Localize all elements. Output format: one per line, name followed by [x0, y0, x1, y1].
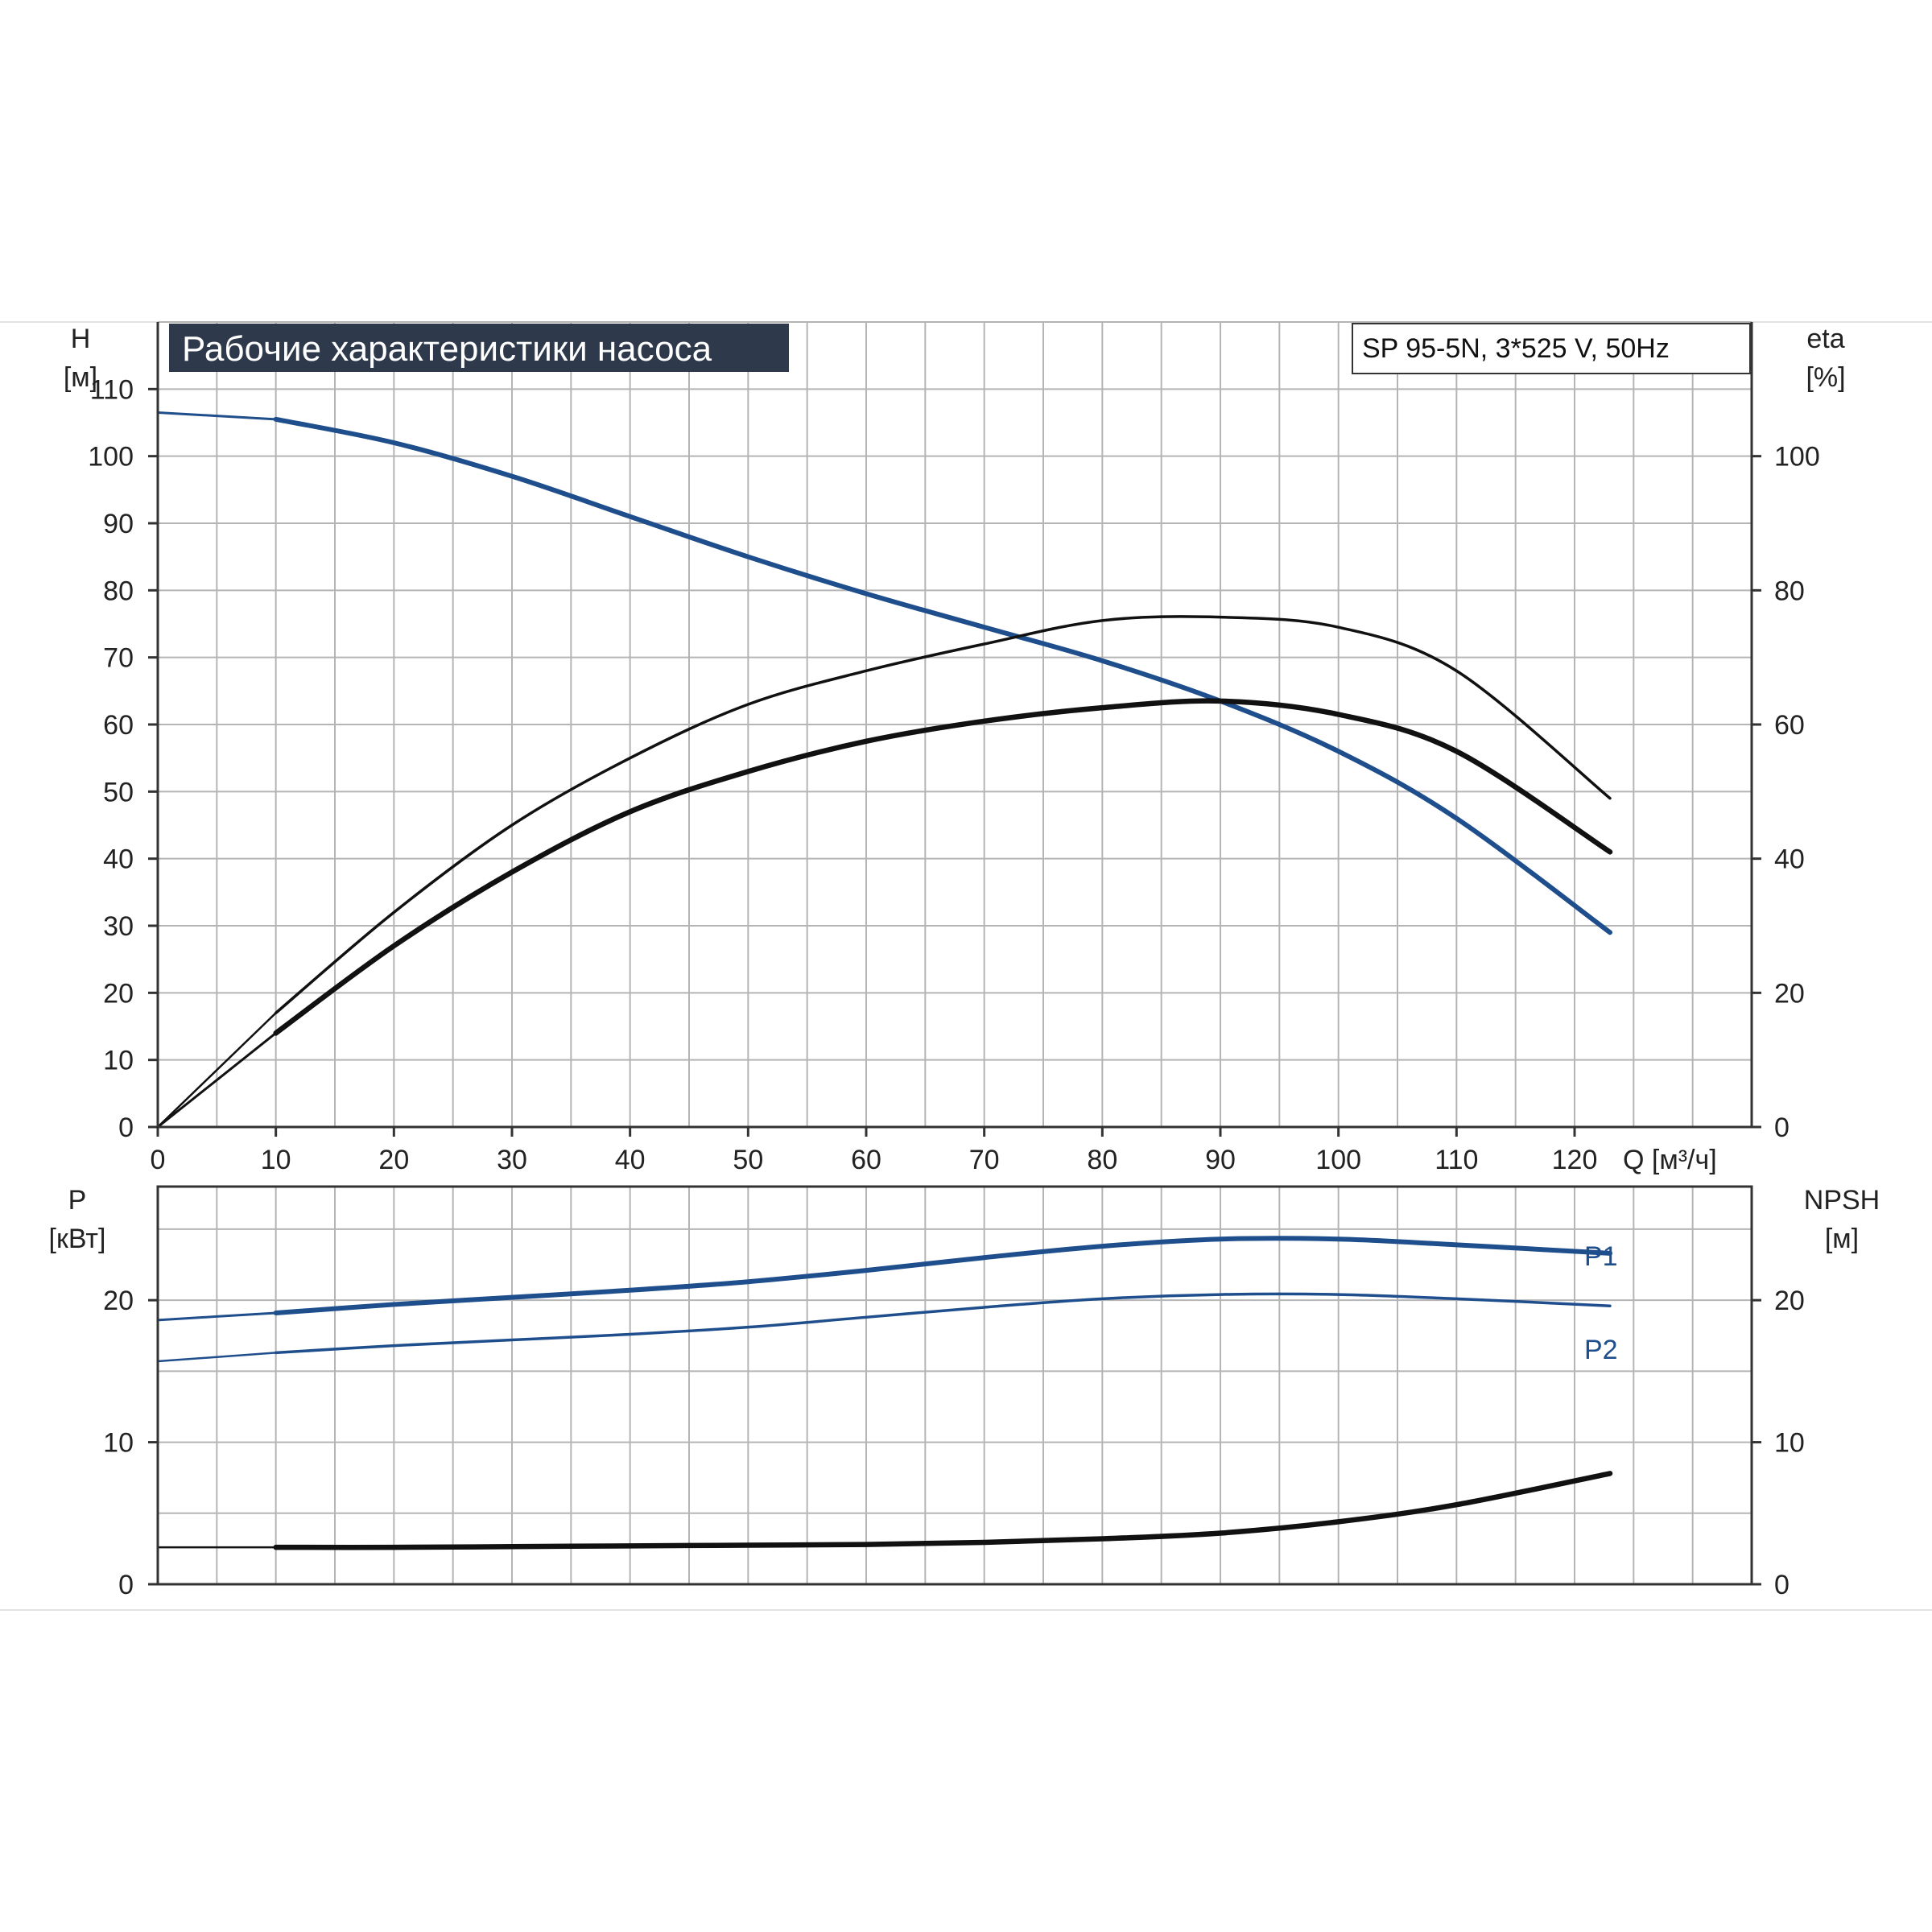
x-tick-label: 110 [1435, 1145, 1478, 1175]
power-p1-curve [273, 1236, 1612, 1316]
y-left-tick-label: 60 [103, 710, 134, 741]
bottom-frame [156, 1185, 1753, 1586]
y-right-label-npsh: NPSH [1804, 1185, 1880, 1216]
y-right-unit-percent: [%] [1806, 362, 1845, 393]
y-left-tick-label: 70 [103, 643, 134, 674]
y-left-tick-label: 50 [103, 777, 134, 807]
x-tick-label: 80 [1087, 1145, 1117, 1175]
p-tick-label: 10 [103, 1428, 134, 1459]
y-left-tick-label: 100 [88, 442, 134, 473]
head-efficiency-panel: 0 10 20 30 40 50 60 70 80 90 100 110 120 0 10 20 30 40 50 6… [64, 321, 1846, 1175]
top-tick-labels: 0 10 20 30 40 50 60 70 80 90 100 110 120 0 10 20 30 40 50 6… [88, 374, 1819, 1175]
x-tick-label: 20 [378, 1145, 409, 1175]
y-left-tick-label: 90 [103, 509, 134, 539]
npsh-tick-label: 0 [1774, 1570, 1790, 1600]
p-tick-label: 0 [118, 1570, 134, 1600]
power-p1-curve-extension [156, 1311, 278, 1322]
npsh-tick-label: 10 [1774, 1428, 1805, 1459]
npsh-curve [273, 1471, 1613, 1550]
y-right-tick-label: 0 [1774, 1113, 1790, 1143]
eta-pump-curve-extension [156, 1012, 277, 1129]
title-box [169, 324, 789, 372]
bottom-tick-labels: 0 10 20 0 10 20 [103, 1286, 1805, 1600]
x-tick-label: 30 [497, 1145, 527, 1175]
power-p2-curve-extension [156, 1352, 277, 1363]
npsh-tick-label: 20 [1774, 1286, 1805, 1316]
x-tick-label: 100 [1315, 1145, 1361, 1175]
y-right-tick-label: 100 [1774, 442, 1820, 473]
x-tick-label: 70 [969, 1145, 1000, 1175]
y-left-tick-label: 0 [118, 1113, 134, 1143]
x-axis-label: Q [м³/ч] [1623, 1145, 1717, 1175]
p-tick-label: 20 [103, 1286, 134, 1316]
x-tick-label: 120 [1552, 1145, 1598, 1175]
y-right-tick-label: 60 [1774, 710, 1805, 741]
y-left-label-h: H [71, 324, 91, 354]
eta-pump-curve [274, 615, 1612, 1015]
y-right-tick-label: 80 [1774, 576, 1805, 606]
x-tick-label: 90 [1205, 1145, 1236, 1175]
bottom-plot-area [158, 1187, 1752, 1584]
top-grid [158, 321, 1752, 1127]
y-left-tick-label: 80 [103, 576, 134, 606]
model-label: SP 95-5N, 3*525 V, 50Hz [1362, 333, 1670, 364]
x-tick-label: 0 [151, 1145, 166, 1175]
power-npsh-panel: 0 10 20 0 10 20 P [кВт] NPSH [м] P1 P2 [49, 1185, 1880, 1600]
x-tick-label: 50 [733, 1145, 763, 1175]
top-curves [156, 411, 1613, 1129]
x-tick-label: 10 [261, 1145, 291, 1175]
y-left-tick-label: 40 [103, 844, 134, 875]
y-left-label-p: P [68, 1185, 87, 1216]
y-left-tick-label: 20 [103, 978, 134, 1009]
eta-total-curve-extension [156, 1031, 278, 1129]
y-right-label-eta: eta [1806, 324, 1844, 354]
y-right-tick-label: 40 [1774, 844, 1805, 875]
chart-title: Рабочие характеристики насоса [182, 329, 712, 369]
x-tick-label: 60 [851, 1145, 881, 1175]
y-right-unit-m: [м] [1825, 1224, 1859, 1254]
eta-total-curve [273, 698, 1613, 1036]
model-box [1352, 323, 1751, 374]
y-left-tick-label: 30 [103, 911, 134, 942]
series-label-p1: P1 [1584, 1241, 1618, 1272]
head-curve-extension [156, 411, 278, 421]
y-left-tick-label: 10 [103, 1046, 134, 1076]
y-left-unit-kw: [кВт] [49, 1224, 106, 1254]
series-label-p2: P2 [1584, 1335, 1618, 1365]
y-left-unit-m: [м] [64, 362, 97, 393]
power-p2-curve [274, 1292, 1612, 1355]
y-right-tick-label: 20 [1774, 978, 1805, 1009]
y-left-tick-label: 110 [90, 374, 134, 405]
head-curve [273, 416, 1612, 935]
x-tick-label: 40 [615, 1145, 646, 1175]
bottom-curves [156, 1236, 1613, 1550]
